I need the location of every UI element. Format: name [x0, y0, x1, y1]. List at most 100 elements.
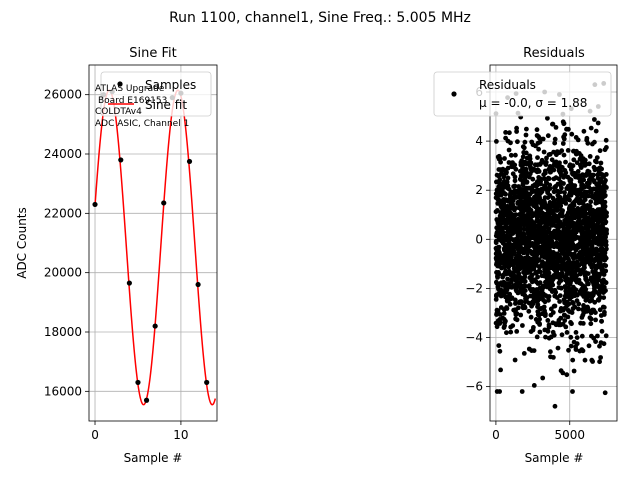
residual-point [582, 357, 588, 363]
residual-point [598, 240, 603, 246]
residual-point [574, 267, 580, 273]
sample-point [161, 200, 167, 206]
residual-point [601, 262, 607, 268]
sample-point [143, 397, 150, 403]
residual-point [521, 145, 527, 151]
residual-point [597, 359, 602, 365]
residual-point [518, 193, 524, 198]
residual-point [537, 162, 543, 167]
residual-point [555, 181, 561, 187]
residual-point [510, 247, 516, 253]
residual-point [548, 354, 553, 360]
residual-point [588, 321, 594, 327]
residual-point [552, 293, 558, 299]
sine-fit-ytick-label: 16000 [44, 384, 82, 398]
residual-point [525, 207, 531, 212]
residual-point [543, 282, 549, 288]
residual-point [496, 167, 502, 172]
residual-point [585, 171, 591, 177]
residual-point [580, 312, 586, 318]
residual-point [583, 276, 588, 282]
residual-point [587, 207, 593, 213]
residual-point [587, 154, 593, 159]
residual-point [535, 319, 541, 325]
residual-point [597, 343, 602, 349]
residual-point [535, 155, 540, 161]
residual-point [570, 265, 576, 271]
residual-point [586, 211, 592, 216]
residual-point [598, 160, 604, 166]
residual-point [593, 310, 598, 315]
residual-point [602, 254, 608, 259]
residual-point [505, 175, 511, 181]
residual-point [524, 126, 529, 132]
residual-point [546, 294, 552, 299]
residual-point [529, 272, 535, 278]
legend-sine-fit-label: Sine fit [145, 98, 187, 112]
residual-point [544, 234, 550, 239]
residual-point [500, 240, 506, 245]
residual-point [591, 223, 597, 228]
residual-point [536, 175, 542, 180]
residual-point [594, 181, 599, 187]
residual-point [502, 156, 507, 161]
residual-point [555, 257, 561, 263]
residual-point [512, 266, 518, 271]
legend-residuals-stats: μ = -0.0, σ = 1.88 [479, 96, 587, 110]
residual-point [506, 264, 511, 270]
residual-point [537, 280, 543, 286]
residual-point [532, 162, 538, 168]
residual-point [494, 262, 499, 267]
residual-point [558, 368, 564, 374]
residual-point [560, 258, 566, 264]
residual-point [559, 185, 564, 191]
residual-point [602, 147, 608, 153]
residual-point [529, 302, 535, 307]
residual-point [559, 165, 565, 170]
residual-point [521, 226, 527, 232]
residual-point [571, 157, 577, 163]
residual-point [501, 174, 507, 180]
residual-point [535, 240, 541, 246]
residual-point [500, 274, 505, 280]
residual-point [546, 266, 552, 271]
residual-point [521, 351, 527, 356]
residual-point [586, 281, 591, 287]
residual-point [562, 218, 567, 223]
residual-point [604, 227, 609, 233]
residual-point [559, 266, 565, 272]
residual-point [494, 225, 500, 231]
residual-point [577, 179, 583, 184]
residual-point [536, 264, 542, 270]
residual-point [502, 323, 507, 329]
residual-point [564, 186, 570, 191]
residual-point [555, 241, 561, 247]
residual-point [577, 250, 583, 255]
residual-point [523, 262, 528, 267]
residual-point [494, 139, 499, 144]
residual-point [580, 173, 585, 179]
residual-point [513, 152, 518, 158]
residual-point [495, 275, 500, 280]
annotation-line-1: ATLAS Upgrade [95, 84, 165, 94]
sine-fit-xtick-label: 0 [91, 428, 99, 442]
residual-point [593, 197, 599, 203]
residual-point [599, 328, 605, 334]
residual-point [570, 252, 576, 257]
residual-point [499, 232, 505, 238]
residual-point [602, 199, 608, 205]
residual-point [502, 291, 507, 296]
residual-point [501, 235, 507, 241]
residual-point [603, 242, 609, 248]
residual-point [539, 288, 544, 294]
residual-point [567, 162, 573, 168]
residual-point [539, 259, 545, 264]
residual-point [522, 218, 528, 224]
residual-point [536, 188, 541, 193]
residual-point [554, 152, 559, 158]
residual-point [596, 291, 602, 297]
residual-point [589, 240, 595, 246]
residual-point [556, 224, 562, 229]
residual-point [511, 283, 517, 288]
residual-point [496, 156, 502, 162]
